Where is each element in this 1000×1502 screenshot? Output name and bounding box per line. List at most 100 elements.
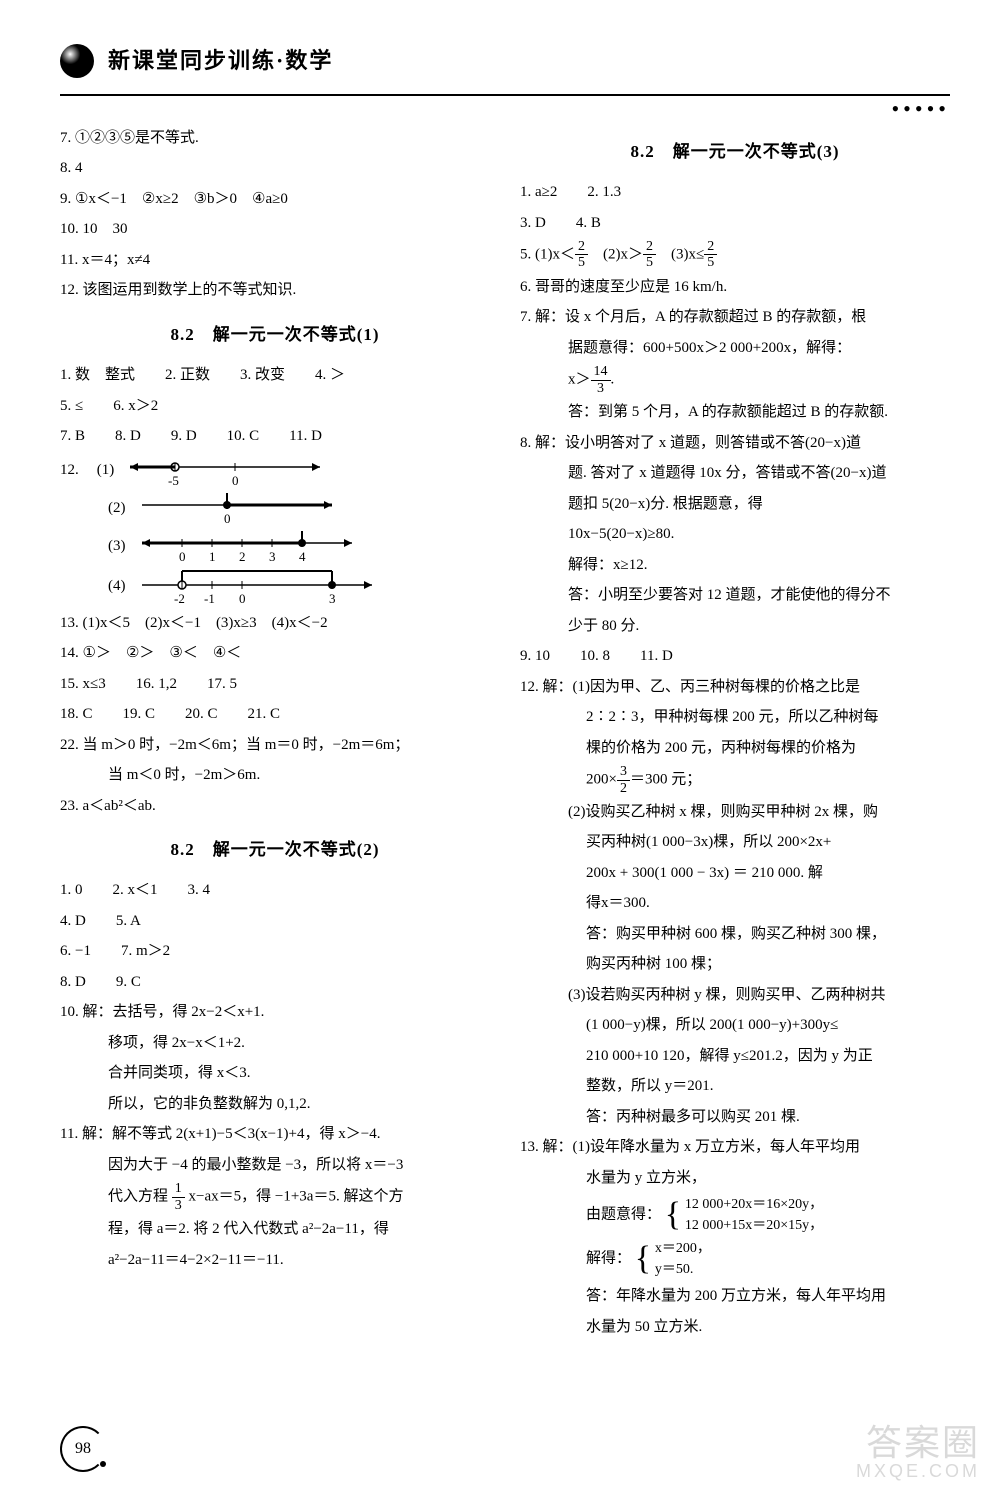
text-line: 因为大于 −4 的最小整数是 −3，所以将 x＝−3 xyxy=(60,1151,490,1180)
text-line: (2)设购买乙种树 x 棵，则购买甲种树 2x 棵，购 xyxy=(520,798,950,827)
svg-text:0: 0 xyxy=(232,473,239,488)
text-line: 200× xyxy=(586,771,617,787)
text-line: 整数，所以 y＝201. xyxy=(520,1072,950,1101)
text-line: 8. 4 xyxy=(60,154,490,183)
svg-text:0: 0 xyxy=(179,549,186,564)
text-line: 13. 解：(1)设年降水量为 x 万立方米，每人年平均用 xyxy=(520,1133,950,1162)
text-line: 10. 解：去括号，得 2x−2＜x+1. xyxy=(60,998,490,1027)
text-line: 所以，它的非负整数解为 0,1,2. xyxy=(60,1090,490,1119)
text-line: . xyxy=(611,372,615,388)
svg-text:-1: -1 xyxy=(204,591,215,606)
text-line: 200x + 300(1 000 − 3x) ＝ 210 000. 解 xyxy=(520,859,950,888)
text-line: 据题意得：600+500x＞2 000+200x，解得： xyxy=(520,334,950,363)
text-line: 程，得 a＝2. 将 2 代入代数式 a²−2a−11，得 xyxy=(60,1215,490,1244)
text-line: 答：丙种树最多可以购买 201 棵. xyxy=(520,1103,950,1132)
text-line: x−ax＝5，得 −1+3a＝5. 解这个方 xyxy=(185,1189,404,1205)
watermark-url: MXQE.COM xyxy=(856,1462,980,1482)
text-line: y＝50. xyxy=(655,1262,694,1277)
text-line: 10. 10 30 xyxy=(60,215,490,244)
section-title: 8.2 解一元一次不等式(1) xyxy=(60,319,490,351)
svg-text:4: 4 xyxy=(299,549,306,564)
text-line: 3. D 4. B xyxy=(520,209,950,238)
dots-icon: ••••• xyxy=(891,88,950,130)
text-line: 5. ≤ 6. x＞2 xyxy=(60,392,490,421)
text-line: 12. 解：(1)因为甲、乙、丙三种树每棵的价格之比是 xyxy=(520,673,950,702)
fraction: 13 xyxy=(172,1181,185,1213)
text-line: 11. 解：解不等式 2(x+1)−5＜3(x−1)+4，得 x＞−4. xyxy=(60,1120,490,1149)
text-line: 答：购买甲种树 600 棵，购买乙种树 300 棵， xyxy=(520,920,950,949)
text-line: 7. B 8. D 9. D 10. C 11. D xyxy=(60,422,490,451)
text-line: 13. (1)x＜5 (2)x＜−1 (3)x≥3 (4)x＜−2 xyxy=(60,609,490,638)
page-number: 98 xyxy=(60,1426,106,1472)
svg-text:-2: -2 xyxy=(174,591,185,606)
text-line: (3)设若购买丙种树 y 棵，则购买甲、乙两种树共 xyxy=(520,981,950,1010)
text-line: (2)x＞ xyxy=(588,246,643,262)
svg-text:0: 0 xyxy=(224,511,231,526)
text-line: 10x−5(20−x)≥80. xyxy=(520,520,950,549)
text-line: x＝200， xyxy=(655,1241,711,1256)
right-column: 8.2 解一元一次不等式(3) 1. a≥2 2. 1.3 3. D 4. B … xyxy=(520,122,950,1344)
page-number-value: 98 xyxy=(75,1434,91,1464)
text-line: 210 000+10 120，解得 y≤201.2，因为 y 为正 xyxy=(520,1042,950,1071)
text-line: 解得： xyxy=(586,1251,631,1267)
text-line: (3) 0 1 2 3 4 xyxy=(60,529,490,565)
book-title: 新课堂同步训练·数学 xyxy=(108,40,333,82)
text-line: 当 m＜0 时，−2m＞6m. xyxy=(60,761,490,790)
text-line: 6. −1 7. m＞2 xyxy=(60,937,490,966)
text-line: 5. (1)x＜25 (2)x＞25 (3)x≤25 xyxy=(520,239,950,271)
text-line: (2) 0 xyxy=(60,491,490,527)
text-line: 12 000+15x＝20×15y， xyxy=(685,1218,823,1233)
text-line: (3) xyxy=(108,532,126,561)
svg-text:0: 0 xyxy=(239,591,246,606)
fraction: 25 xyxy=(575,239,588,271)
text-line: 4. D 5. A xyxy=(60,907,490,936)
svg-text:3: 3 xyxy=(269,549,276,564)
text-line: (2) xyxy=(108,494,126,523)
text-line: 1. 0 2. x＜1 3. 4 xyxy=(60,876,490,905)
svg-text:-5: -5 xyxy=(168,473,179,488)
text-line: 1. 数 整式 2. 正数 3. 改变 4. ＞ xyxy=(60,361,490,390)
number-line-4: -2 -1 0 3 xyxy=(132,567,392,607)
text-line: 由题意得： xyxy=(586,1207,661,1223)
text-line: a²−2a−11＝4−2×2−11＝−11. xyxy=(60,1246,490,1275)
text-line: 代入方程 xyxy=(108,1189,172,1205)
fraction: 32 xyxy=(617,764,630,796)
text-line: 7. 解：设 x 个月后，A 的存款额超过 B 的存款额，根 xyxy=(520,303,950,332)
fraction: 25 xyxy=(643,239,656,271)
svg-text:3: 3 xyxy=(329,591,336,606)
text-line: x＞143. xyxy=(520,364,950,396)
equation-system: { 12 000+20x＝16×20y，12 000+15x＝20×15y， xyxy=(665,1194,823,1236)
text-line: 水量为 y 立方米， xyxy=(520,1164,950,1193)
text-line: (1 000−y)棵，所以 200(1 000−y)+300y≤ xyxy=(520,1011,950,1040)
text-line: 解得： { x＝200，y＝50. xyxy=(520,1238,950,1280)
q12-label: 12. (1) -5 0 xyxy=(60,453,490,489)
content-columns: 7. ①②③⑤是不等式. 8. 4 9. ①x＜−1 ②x≥2 ③b＞0 ④a≥… xyxy=(60,122,950,1344)
text-line: 买丙种树(1 000−3x)棵，所以 200×2x+ xyxy=(520,828,950,857)
text-line: 答：年降水量为 200 万立方米，每人年平均用 xyxy=(520,1282,950,1311)
text-line: 14. ①＞ ②＞ ③＜ ④＜ xyxy=(60,639,490,668)
number-line-1: -5 0 xyxy=(120,453,340,489)
equation-system: { x＝200，y＝50. xyxy=(635,1238,711,1280)
text-line: 代入方程 13 x−ax＝5，得 −1+3a＝5. 解这个方 xyxy=(60,1181,490,1213)
fraction: 25 xyxy=(704,239,717,271)
text-line: 23. a＜ab²＜ab. xyxy=(60,792,490,821)
text-line: 22. 当 m＞0 时，−2m＜6m；当 m＝0 时，−2m＝6m； xyxy=(60,731,490,760)
header-rule: ••••• xyxy=(60,90,950,102)
text-line: 12. xyxy=(60,456,79,485)
text-line: 解得：x≥12. xyxy=(520,551,950,580)
text-line: 题. 答对了 x 道题得 10x 分，答错或不答(20−x)道 xyxy=(520,459,950,488)
text-line: (4) -2 -1 0 3 xyxy=(60,567,490,607)
text-line: 移项，得 2x−x＜1+2. xyxy=(60,1029,490,1058)
text-line: 2∶2∶3，甲种树每棵 200 元，所以乙种树每 xyxy=(520,703,950,732)
text-line: (3)x≤ xyxy=(656,246,704,262)
text-line: (4) xyxy=(108,572,126,601)
watermark: 答案圈 MXQE.COM xyxy=(856,1423,980,1482)
text-line: 少于 80 分. xyxy=(520,612,950,641)
text-line: ＝300 元； xyxy=(630,771,701,787)
text-line: 合并同类项，得 x＜3. xyxy=(60,1059,490,1088)
text-line: 6. 哥哥的速度至少应是 16 km/h. xyxy=(520,273,950,302)
svg-text:1: 1 xyxy=(209,549,216,564)
fraction: 143 xyxy=(591,364,611,396)
text-line: 由题意得： { 12 000+20x＝16×20y，12 000+15x＝20×… xyxy=(520,1194,950,1236)
text-line: 购买丙种树 100 棵； xyxy=(520,950,950,979)
